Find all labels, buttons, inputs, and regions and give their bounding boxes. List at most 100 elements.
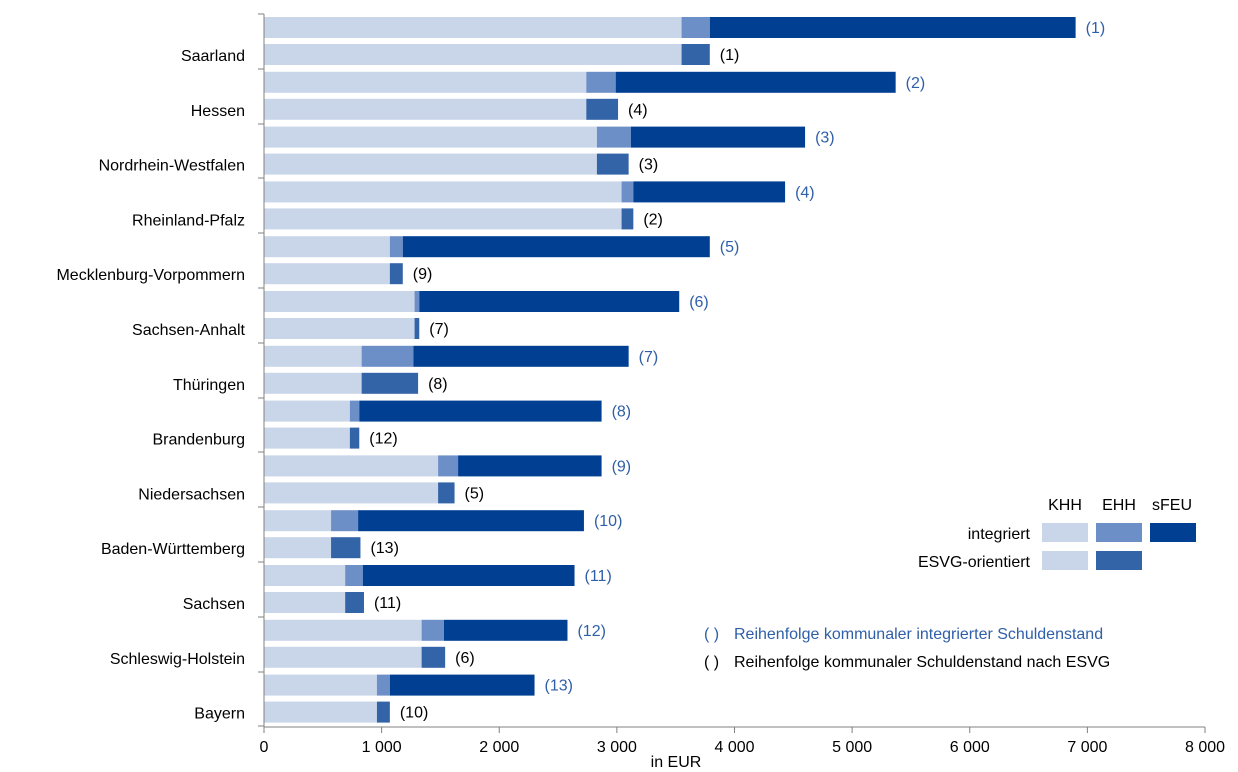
bar-bayern-esvg-ehh <box>376 701 390 723</box>
category-label-schleswig-holstein: Schleswig-Holstein <box>110 651 245 668</box>
rank-label-mecklenburg-vorpommern-esvg: (9) <box>413 266 433 283</box>
legend-note-esvg-marker: ( ) <box>704 654 719 671</box>
legend-note-integriert-marker: ( ) <box>704 626 719 643</box>
bar-th-ringen-integriert-ehh <box>361 345 414 367</box>
bar-nordrhein-westfalen-integriert-khh <box>264 126 597 148</box>
rank-label-mecklenburg-vorpommern-integriert: (5) <box>720 239 740 256</box>
bar-saarland-esvg-ehh <box>681 44 710 65</box>
bar-niedersachsen-esvg-ehh <box>438 482 455 504</box>
bar-rheinland-pfalz-integriert-sfeu <box>633 181 786 203</box>
x-tick-label: 6 000 <box>950 739 990 756</box>
bar-hessen-integriert-sfeu <box>615 71 896 93</box>
bar-baden-w-rttemberg-esvg-khh <box>264 537 332 559</box>
category-label-sachsen-anhalt: Sachsen-Anhalt <box>132 322 246 339</box>
legend-header-khh: KHH <box>1048 497 1082 514</box>
bar-mecklenburg-vorpommern-esvg-khh <box>264 263 390 285</box>
bar-hessen-integriert-khh <box>264 71 587 93</box>
bar-sachsen-anhalt-integriert-khh <box>264 291 415 312</box>
bar-sachsen-anhalt-integriert-sfeu <box>419 291 680 312</box>
category-label-saarland: Saarland <box>181 48 245 65</box>
bar-saarland-integriert-khh <box>264 17 682 38</box>
rank-label-sachsen-anhalt-integriert: (6) <box>689 294 709 311</box>
bar-sachsen-esvg-khh <box>264 592 346 613</box>
legend-swatch-integriert-ehh <box>1096 523 1142 542</box>
bar-mecklenburg-vorpommern-integriert-ehh <box>389 236 403 258</box>
legend-note-integriert-text: Reihenfolge kommunaler integrierter Schu… <box>734 626 1103 643</box>
rank-label-hessen-integriert: (2) <box>906 75 926 92</box>
category-label-nordrhein-westfalen: Nordrhein-Westfalen <box>99 158 245 175</box>
rank-label-sachsen-anhalt-esvg: (7) <box>429 321 449 338</box>
bar-hessen-integriert-ehh <box>586 71 616 93</box>
bar-sachsen-integriert-sfeu <box>362 565 575 586</box>
rank-label-schleswig-holstein-esvg: (6) <box>455 650 475 667</box>
bar-rheinland-pfalz-integriert-ehh <box>621 181 634 203</box>
bar-baden-w-rttemberg-esvg-ehh <box>331 537 361 559</box>
rank-label-saarland-esvg: (1) <box>720 47 740 64</box>
bar-th-ringen-esvg-khh <box>264 372 362 394</box>
rank-label-th-ringen-esvg: (8) <box>428 376 448 393</box>
x-tick-label: 4 000 <box>714 739 754 756</box>
bar-brandenburg-integriert-sfeu <box>359 400 602 422</box>
bar-schleswig-holstein-esvg-khh <box>264 646 422 668</box>
bar-niedersachsen-integriert-khh <box>264 455 439 477</box>
rank-label-bayern-esvg: (10) <box>400 705 428 722</box>
bar-th-ringen-integriert-khh <box>264 345 362 367</box>
x-tick-label: 8 000 <box>1185 739 1225 756</box>
bar-rheinland-pfalz-esvg-ehh <box>621 208 634 230</box>
bar-sachsen-anhalt-esvg-khh <box>264 318 415 339</box>
bar-nordrhein-westfalen-esvg-khh <box>264 153 597 175</box>
legend-row-integriert: integriert <box>968 526 1031 543</box>
x-tick-label: 1 000 <box>362 739 402 756</box>
rank-label-niedersachsen-esvg: (5) <box>465 485 485 502</box>
bar-saarland-integriert-sfeu <box>709 17 1076 38</box>
category-label-mecklenburg-vorpommern: Mecklenburg-Vorpommern <box>56 267 245 284</box>
bar-schleswig-holstein-integriert-sfeu <box>443 619 568 641</box>
legend-row-esvg: ESVG-orientiert <box>918 554 1031 571</box>
x-tick-label: 7 000 <box>1067 739 1107 756</box>
legend: KHH EHH sFEU integriert ESVG-orientiert … <box>704 497 1196 671</box>
bar-sachsen-integriert-ehh <box>345 565 363 586</box>
rank-label-nordrhein-westfalen-esvg: (3) <box>639 157 659 174</box>
legend-swatch-esvg-ehh <box>1096 551 1142 570</box>
legend-swatch-integriert-khh <box>1042 523 1088 542</box>
category-label-bayern: Bayern <box>194 706 245 723</box>
bar-nordrhein-westfalen-esvg-ehh <box>596 153 629 175</box>
rank-label-baden-w-rttemberg-integriert: (10) <box>594 513 622 530</box>
bar-saarland-esvg-khh <box>264 44 682 65</box>
legend-swatch-esvg-khh <box>1042 551 1088 570</box>
bar-th-ringen-integriert-sfeu <box>413 345 629 367</box>
bar-nordrhein-westfalen-integriert-ehh <box>596 126 631 148</box>
category-label-niedersachsen: Niedersachsen <box>138 486 245 503</box>
legend-header-sfeu: sFEU <box>1152 497 1192 514</box>
bar-niedersachsen-integriert-sfeu <box>458 455 602 477</box>
rank-label-schleswig-holstein-integriert: (12) <box>577 623 605 640</box>
category-label-baden-w-rttemberg: Baden-Württemberg <box>101 541 245 558</box>
rank-label-nordrhein-westfalen-integriert: (3) <box>815 130 835 147</box>
rank-label-brandenburg-integriert: (8) <box>612 404 632 421</box>
bar-mecklenburg-vorpommern-integriert-sfeu <box>402 236 710 258</box>
bar-bayern-esvg-khh <box>264 701 377 723</box>
bar-niedersachsen-esvg-khh <box>264 482 439 504</box>
bar-sachsen-esvg-ehh <box>345 592 364 613</box>
category-label-th-ringen: Thüringen <box>173 377 245 394</box>
bar-niedersachsen-integriert-ehh <box>438 455 459 477</box>
rank-label-bayern-integriert: (13) <box>545 678 573 695</box>
x-tick-label: 5 000 <box>832 739 872 756</box>
bar-saarland-integriert-ehh <box>681 17 710 38</box>
bar-hessen-esvg-ehh <box>586 98 619 120</box>
bar-baden-w-rttemberg-integriert-ehh <box>331 510 359 532</box>
bar-baden-w-rttemberg-integriert-khh <box>264 510 332 532</box>
rank-label-th-ringen-integriert: (7) <box>639 349 659 366</box>
rank-label-rheinland-pfalz-esvg: (2) <box>643 211 663 228</box>
rank-label-niedersachsen-integriert: (9) <box>612 458 632 475</box>
rank-label-saarland-integriert: (1) <box>1086 20 1106 37</box>
rank-label-sachsen-integriert: (11) <box>585 568 612 585</box>
bar-schleswig-holstein-integriert-khh <box>264 619 422 641</box>
rank-label-hessen-esvg: (4) <box>628 102 648 119</box>
bar-rheinland-pfalz-integriert-khh <box>264 181 622 203</box>
category-label-rheinland-pfalz: Rheinland-Pfalz <box>132 212 245 229</box>
bar-brandenburg-integriert-ehh <box>349 400 360 422</box>
bar-mecklenburg-vorpommern-integriert-khh <box>264 236 390 258</box>
bar-brandenburg-esvg-khh <box>264 427 350 449</box>
